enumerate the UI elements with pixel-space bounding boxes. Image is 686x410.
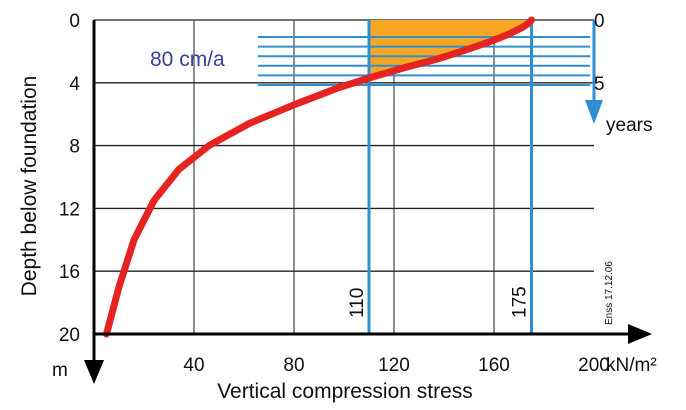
- time-axis-arrowhead: [585, 100, 603, 124]
- y-tick-label-2: 8: [69, 137, 80, 158]
- time-end-label: 5: [594, 74, 605, 95]
- y-axis-arrowhead: [84, 360, 104, 384]
- stress-curve: [103, 16, 535, 338]
- curve-layer: [103, 16, 535, 338]
- reference-label-0: 110: [347, 288, 368, 318]
- x-tick-label-1: 80: [283, 355, 304, 376]
- tick-labels: 40 80 120 160 200 0 4 8 12 16 20: [59, 11, 610, 376]
- x-tick-label-3: 160: [478, 355, 510, 376]
- x-axis-title: Vertical compression stress: [217, 380, 473, 403]
- time-start-label: 0: [594, 11, 605, 32]
- fill-layer: [369, 20, 532, 77]
- y-axis-title: Depth below foundation: [18, 76, 41, 297]
- shaded-region: [369, 20, 532, 77]
- x-tick-label-2: 120: [378, 355, 410, 376]
- footnote: Enss 17.12.06: [604, 261, 615, 325]
- y-tick-label-3: 12: [59, 199, 80, 220]
- y-unit-label: m: [52, 360, 68, 381]
- x-tick-label-0: 40: [183, 355, 204, 376]
- y-tick-label-1: 4: [69, 74, 80, 95]
- y-tick-label-4: 16: [59, 262, 80, 283]
- reference-lines: 110 175: [347, 20, 533, 334]
- y-tick-label-0: 0: [69, 11, 80, 32]
- x-tick-label-4: 200: [578, 355, 610, 376]
- time-unit-label: years: [606, 115, 652, 136]
- axes: [84, 20, 652, 384]
- x-axis-arrowhead: [628, 324, 652, 344]
- rate-label: 80 cm/a: [150, 48, 225, 71]
- x-unit-label: kN/m²: [606, 355, 657, 376]
- reference-label-1: 175: [510, 286, 531, 318]
- y-tick-label-5: 20: [59, 325, 80, 346]
